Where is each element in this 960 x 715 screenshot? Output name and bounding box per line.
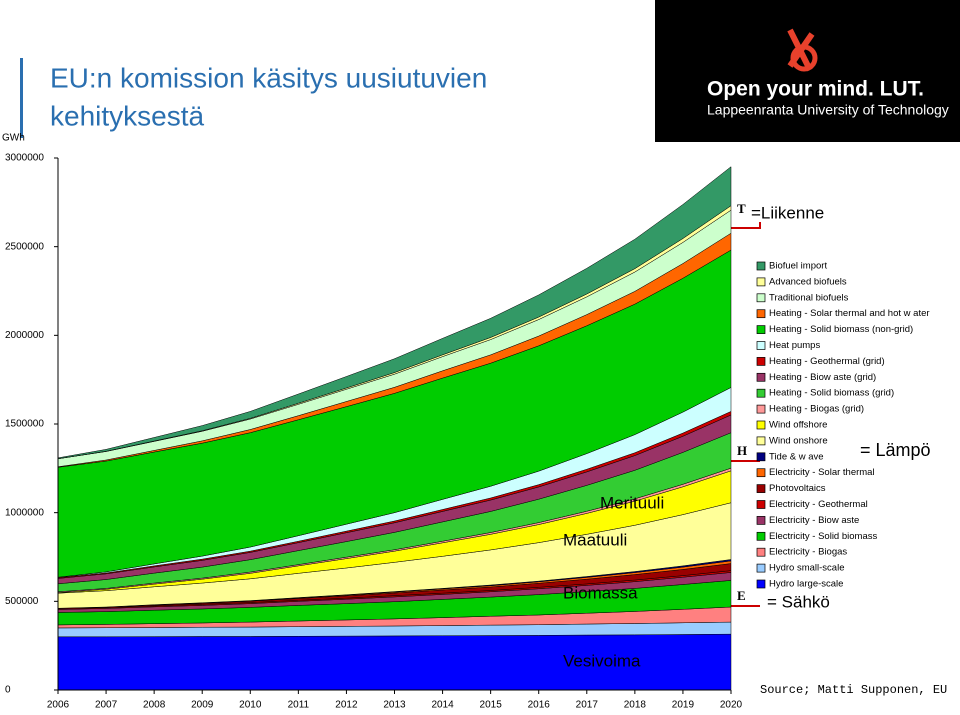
x-tick-label: 2015 <box>480 700 503 710</box>
logo-university: Lappeenranta University of Technology <box>707 102 949 118</box>
legend-label: Heating - Solar thermal and hot w ater <box>769 308 930 319</box>
x-tick-label: 2018 <box>624 700 647 710</box>
x-tick-label: 2013 <box>383 700 406 710</box>
x-tick-label: 2014 <box>431 700 454 710</box>
legend-swatch <box>756 404 766 414</box>
annotation: Vesivoima <box>563 651 641 670</box>
legend-swatch <box>756 261 766 271</box>
legend-label: Advanced biofuels <box>769 276 847 287</box>
legend-swatch <box>756 277 766 287</box>
y-tick-label: 500000 <box>5 596 39 607</box>
x-tick-label: 2019 <box>672 700 695 710</box>
title-line: kehityksestä <box>50 100 204 131</box>
legend-label: Tide & w ave <box>769 451 824 462</box>
annotation: Biomassa <box>563 583 638 602</box>
legend-label: Photovoltaics <box>769 483 826 494</box>
legend-label: Electricity - Solid biomass <box>769 531 877 542</box>
logo-slogan: Open your mind. LUT. <box>707 78 924 101</box>
legend-swatch <box>756 293 766 303</box>
y-tick-label: 3000000 <box>5 153 44 164</box>
x-tick-label: 2017 <box>576 700 599 710</box>
x-tick-label: 2008 <box>143 700 166 710</box>
legend-label: Wind onshore <box>769 435 828 446</box>
y-tick-label: 0 <box>5 685 11 696</box>
x-tick-label: 2016 <box>528 700 551 710</box>
source: Source; Matti Supponen, EU <box>760 683 947 697</box>
legend-label: Traditional biofuels <box>769 292 849 303</box>
legend-swatch <box>756 452 766 462</box>
legend-swatch <box>756 484 766 493</box>
y-tick-label: 1500000 <box>5 419 44 430</box>
annotation: H <box>737 443 747 458</box>
legend-swatch <box>756 468 766 478</box>
legend-label: Heat pumps <box>769 340 820 351</box>
legend-label: Electricity - Biogas <box>769 547 847 558</box>
legend-swatch <box>756 357 766 366</box>
legend-label: Electricity - Biow aste <box>769 515 859 526</box>
legend-swatch <box>756 516 766 525</box>
legend-swatch <box>756 531 766 541</box>
annotation: Merituuli <box>600 493 664 512</box>
annotation: E <box>737 588 746 603</box>
x-tick-label: 2009 <box>191 700 214 710</box>
legend-swatch <box>756 372 766 382</box>
x-tick-label: 2011 <box>288 700 310 710</box>
y-tick-label: 2500000 <box>5 241 44 252</box>
legend-label: Hydro small-scale <box>769 563 845 574</box>
legend-swatch <box>756 325 766 334</box>
area <box>57 166 732 460</box>
legend-swatch <box>756 341 766 350</box>
y-tick-label: 2000000 <box>5 330 44 341</box>
legend-label: Heating - Biogas (grid) <box>769 404 864 415</box>
title-bar <box>20 58 23 138</box>
legend-label: Electricity - Solar thermal <box>769 467 875 478</box>
title-line: EU:n komission käsitys uusiutuvien <box>50 62 487 93</box>
x-tick-label: 2007 <box>95 700 118 710</box>
logo-icon <box>787 28 818 72</box>
x-tick-label: 2006 <box>47 700 70 710</box>
legend-label: Heating - Solid biomass (non-grid) <box>769 324 913 335</box>
legend-label: Electricity - Geothermal <box>769 499 868 510</box>
legend-swatch <box>756 500 766 509</box>
legend-swatch <box>756 388 766 398</box>
x-tick-label: 2020 <box>720 700 743 710</box>
annotation: Maatuuli <box>563 530 627 549</box>
annotation: = Sähkö <box>767 592 830 611</box>
legend-label: Heating - Solid biomass (grid) <box>769 388 894 399</box>
legend-label: Wind offshore <box>769 420 827 431</box>
brackets <box>731 222 761 607</box>
legend-swatch <box>756 547 766 557</box>
legend-label: Biofuel import <box>769 261 827 272</box>
legend-label: Hydro large-scale <box>769 579 843 590</box>
legend-swatch <box>756 579 766 589</box>
x-tick-label: 2010 <box>239 700 262 710</box>
annotation: T <box>737 201 746 216</box>
x-tick-label: 2012 <box>335 700 358 710</box>
legend-swatch <box>756 309 766 319</box>
legend-swatch <box>756 420 766 430</box>
y-tick-label: 1000000 <box>5 507 44 518</box>
y-axis-label: GWh <box>2 133 25 144</box>
annotation: = Lämpö <box>860 440 931 460</box>
legend-label: Heating - Geothermal (grid) <box>769 356 885 367</box>
legend-label: Heating - Biow aste (grid) <box>769 372 876 383</box>
legend-swatch <box>756 563 766 573</box>
annotation: =Liikenne <box>751 203 824 222</box>
legend-swatch <box>756 436 766 446</box>
